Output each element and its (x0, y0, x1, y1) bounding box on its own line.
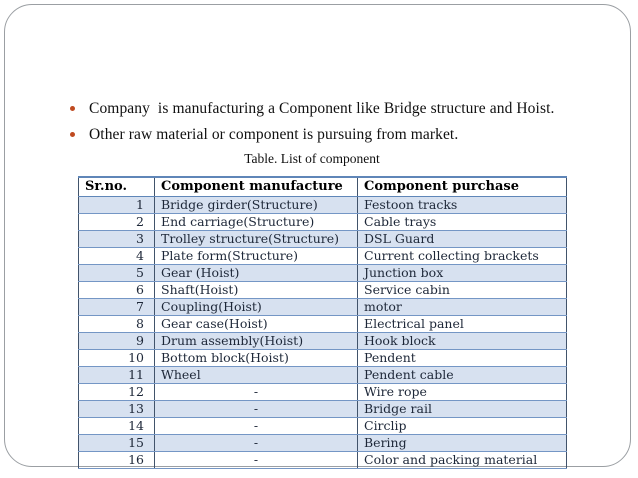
srno-cell: 3 (78, 229, 155, 248)
manufacture-cell: - (154, 399, 358, 418)
srno-cell: 6 (78, 280, 155, 299)
manufacture-cell: Drum assembly(Hoist) (154, 331, 358, 350)
manufacture-cell: Trolley structure(Structure) (154, 229, 358, 248)
srno-cell: 5 (78, 263, 155, 282)
bullet-text: Other raw material or component is pursu… (89, 126, 459, 143)
bullet-icon (70, 132, 75, 137)
component-table: Sr.no. Component manufacture Component p… (78, 176, 567, 469)
purchase-cell: Bering (357, 433, 567, 452)
table-row: 10 Bottom block(Hoist) Pendent (78, 348, 567, 367)
manufacture-cell: Bottom block(Hoist) (154, 348, 358, 367)
srno-cell: 15 (78, 433, 155, 452)
manufacture-cell: Plate form(Structure) (154, 246, 358, 265)
table-header-row: Sr.no. Component manufacture Component p… (78, 176, 567, 197)
manufacture-cell: End carriage(Structure) (154, 212, 358, 231)
manufacture-cell: - (154, 450, 358, 469)
manufacture-cell: Shaft(Hoist) (154, 280, 358, 299)
manufacture-cell: - (154, 433, 358, 452)
bullet-item: Company is manufacturing a Component lik… (70, 96, 554, 122)
purchase-cell: Pendent (357, 348, 567, 367)
srno-cell: 4 (78, 246, 155, 265)
col-header-purchase: Component purchase (357, 176, 567, 197)
purchase-cell: Junction box (357, 263, 567, 282)
srno-cell: 14 (78, 416, 155, 435)
manufacture-cell: Bridge girder(Structure) (154, 195, 358, 214)
purchase-cell: motor (357, 297, 567, 316)
purchase-cell: Hook block (357, 331, 567, 350)
purchase-cell: Current collecting brackets (357, 246, 567, 265)
table-row: 16- Color and packing material (78, 450, 567, 469)
srno-cell: 7 (78, 297, 155, 316)
table-row: 7 Coupling(Hoist) motor (78, 297, 567, 316)
bullet-icon (70, 106, 75, 111)
purchase-cell: DSL Guard (357, 229, 567, 248)
bullet-list: Company is manufacturing a Component lik… (70, 96, 554, 148)
srno-cell: 10 (78, 348, 155, 367)
purchase-cell: Cable trays (357, 212, 567, 231)
table-caption: Table. List of component (244, 151, 380, 166)
table-row: 1 Bridge girder(Structure) Festoon tracks (78, 195, 567, 214)
table-row: 5 Gear (Hoist) Junction box (78, 263, 567, 282)
table-row: 2 End carriage(Structure) Cable trays (78, 212, 567, 231)
manufacture-cell: - (154, 416, 358, 435)
col-header-manufacture: Component manufacture (154, 176, 358, 197)
manufacture-cell: Wheel (154, 365, 358, 384)
table-row: 13- Bridge rail (78, 399, 567, 418)
purchase-cell: Wire rope (357, 382, 567, 401)
table-row: 6 Shaft(Hoist) Service cabin (78, 280, 567, 299)
manufacture-cell: Gear (Hoist) (154, 263, 358, 282)
manufacture-cell: - (154, 382, 358, 401)
purchase-cell: Color and packing material (357, 450, 567, 469)
table-row: 14- Circlip (78, 416, 567, 435)
manufacture-cell: Coupling(Hoist) (154, 297, 358, 316)
table-row: 8 Gear case(Hoist) Electrical panel (78, 314, 567, 333)
component-table-body: 1 Bridge girder(Structure) Festoon tracks 2… (78, 195, 567, 469)
srno-cell: 2 (78, 212, 155, 231)
table-row: 3 Trolley structure(Structure) DSL Guard (78, 229, 567, 248)
srno-cell: 1 (78, 195, 155, 214)
bullet-text: Company is manufacturing a Component lik… (89, 100, 555, 117)
table-row: 9 Drum assembly(Hoist) Hook block (78, 331, 567, 350)
srno-cell: 16 (78, 450, 155, 469)
col-header-srno: Sr.no. (78, 176, 155, 197)
srno-cell: 12 (78, 382, 155, 401)
manufacture-cell: Gear case(Hoist) (154, 314, 358, 333)
purchase-cell: Electrical panel (357, 314, 567, 333)
bullet-item: Other raw material or component is pursu… (70, 122, 554, 148)
table-row: 15- Bering (78, 433, 567, 452)
purchase-cell: Service cabin (357, 280, 567, 299)
purchase-cell: Circlip (357, 416, 567, 435)
srno-cell: 8 (78, 314, 155, 333)
table-row: 4 Plate form(Structure) Current collecting… (78, 246, 567, 265)
srno-cell: 9 (78, 331, 155, 350)
srno-cell: 13 (78, 399, 155, 418)
table-row: 11 Wheel Pendent cable (78, 365, 567, 384)
purchase-cell: Festoon tracks (357, 195, 567, 214)
srno-cell: 11 (78, 365, 155, 384)
purchase-cell: Bridge rail (357, 399, 567, 418)
purchase-cell: Pendent cable (357, 365, 567, 384)
table-row: 12- Wire rope (78, 382, 567, 401)
